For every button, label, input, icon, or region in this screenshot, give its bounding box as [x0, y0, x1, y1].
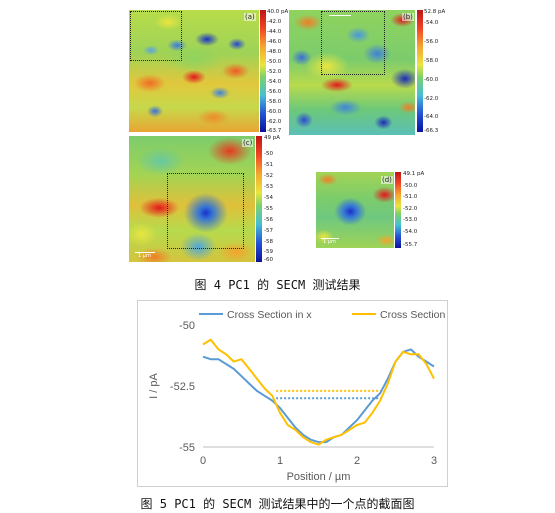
colorbar-tick: -57 — [264, 228, 273, 234]
colorbar-tick: -54.0 — [267, 79, 282, 85]
colorbar-tick: 49.1 pA — [403, 171, 425, 177]
colorbar-tick: -46.0 — [267, 39, 282, 45]
colorbar-tick: -60 — [264, 257, 273, 263]
zoom-box-c — [167, 173, 244, 249]
colorbar-c — [256, 136, 262, 262]
colorbar-tick: -52 — [264, 173, 273, 179]
legend-label: Cross Section in y — [380, 309, 448, 321]
colorbar-tick: -53 — [264, 184, 273, 190]
x-tick-label: 2 — [354, 455, 360, 467]
colorbar-a — [260, 10, 266, 132]
colorbar-tick: -55.7 — [403, 242, 418, 248]
colorbar-tick: -63.7 — [267, 128, 282, 134]
x-tick-label: 1 — [277, 455, 283, 467]
colorbar-tick: -51 — [264, 162, 273, 168]
x-tick-label: 0 — [200, 455, 206, 467]
colorbar-tick: -56 — [264, 217, 273, 223]
chart-frame — [137, 300, 448, 487]
scale-label-c: 1 µm — [138, 253, 151, 259]
colorbar-tick: 40.0 pA — [267, 9, 289, 15]
colorbar-tick: -56.0 — [424, 39, 439, 45]
colorbar-tick: 52.8 pA — [424, 9, 446, 15]
secm-map-a — [129, 10, 259, 132]
colorbar-tick: -50.0 — [267, 59, 282, 65]
chart-axes: -50 -52.5 -55 0 1 2 3 Position / µm I / pA — [148, 320, 437, 483]
x-tick-label: 3 — [431, 455, 437, 467]
colorbar-tick: -48.0 — [267, 49, 282, 55]
legend-label: Cross Section in x — [227, 309, 312, 321]
chart-series — [202, 338, 435, 446]
colorbar-tick: -62.0 — [424, 96, 439, 102]
colorbar-tick: -58 — [264, 239, 273, 245]
colorbar-tick: -52.0 — [403, 206, 418, 212]
colorbar-tick: -66.3 — [424, 128, 439, 134]
colorbar-tick: -55 — [264, 206, 273, 212]
scale-bar-c — [135, 252, 155, 253]
colorbar-tick: 49 pA — [264, 135, 281, 141]
colorbar-tick: -62.0 — [267, 119, 282, 125]
scale-bar-d — [321, 238, 339, 239]
scale-bar-b — [329, 15, 351, 16]
y-tick-label: -55 — [179, 442, 195, 454]
colorbar-tick: -56.0 — [267, 89, 282, 95]
y-axis-label: I / pA — [148, 373, 160, 399]
colorbar-tick: -53.0 — [403, 217, 418, 223]
panel-label-c: (c) — [242, 139, 254, 147]
figure-4-caption: 图 4 PC1 的 SECM 测试结果 — [194, 278, 361, 292]
zoom-box-a — [130, 11, 182, 61]
colorbar-tick: -60.0 — [267, 109, 282, 115]
colorbar-tick: -44.0 — [267, 29, 282, 35]
colorbar-tick: -51.0 — [403, 194, 418, 200]
colorbar-tick: -59 — [264, 249, 273, 255]
colorbar-tick: -58.0 — [267, 99, 282, 105]
chart-reference-lines — [276, 389, 384, 400]
secm-map-b — [289, 10, 415, 135]
panel-label-a: (a) — [244, 13, 256, 21]
y-tick-label: -50 — [179, 320, 195, 332]
colorbar-tick: -54.0 — [403, 229, 418, 235]
colorbar-tick: -50 — [264, 151, 273, 157]
cross-section-chart-svg: Cross Section in x Cross Section in y -50… — [137, 300, 465, 487]
colorbar-d — [395, 172, 401, 248]
figure-5-caption: 图 5 PC1 的 SECM 测试结果中的一个点的截面图 — [140, 497, 415, 511]
scale-label-d: 1 µm — [323, 239, 336, 245]
colorbar-tick: -54.0 — [424, 20, 439, 26]
colorbar-tick: -64.0 — [424, 114, 439, 120]
chart-legend: Cross Section in x Cross Section in y — [199, 309, 465, 321]
colorbar-tick: -50.0 — [403, 183, 418, 189]
colorbar-tick: -42.0 — [267, 19, 282, 25]
secm-map-c: 1 µm — [129, 136, 255, 262]
panel-label-d: (d) — [381, 176, 393, 184]
colorbar-b — [417, 10, 423, 132]
panel-label-b: (b) — [402, 13, 414, 21]
colorbar-tick: -54 — [264, 195, 273, 201]
y-tick-label: -52.5 — [170, 381, 195, 393]
cross-section-chart: Cross Section in x Cross Section in y -50… — [137, 300, 465, 487]
colorbar-tick: -58.0 — [424, 58, 439, 64]
colorbar-tick: -52.0 — [267, 69, 282, 75]
colorbar-tick: -60.0 — [424, 77, 439, 83]
zoom-box-b — [321, 11, 385, 75]
series-line — [202, 338, 435, 446]
x-axis-label: Position / µm — [287, 471, 351, 483]
secm-map-d: 1 µm — [316, 172, 394, 248]
